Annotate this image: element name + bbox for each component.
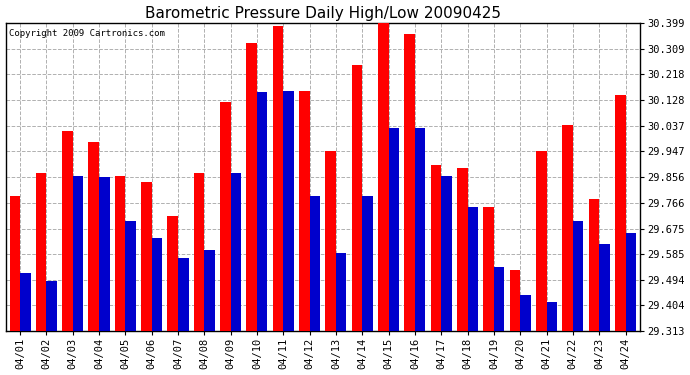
Bar: [562, 125, 573, 331]
Bar: [589, 199, 599, 331]
Bar: [431, 165, 441, 331]
Bar: [546, 302, 557, 331]
Bar: [388, 128, 399, 331]
Bar: [126, 222, 136, 331]
Bar: [194, 173, 204, 331]
Bar: [115, 176, 126, 331]
Bar: [273, 26, 284, 331]
Bar: [62, 130, 72, 331]
Bar: [152, 238, 162, 331]
Bar: [520, 295, 531, 331]
Bar: [230, 173, 241, 331]
Bar: [494, 267, 504, 331]
Bar: [36, 173, 46, 331]
Bar: [310, 196, 320, 331]
Bar: [573, 222, 584, 331]
Bar: [468, 207, 478, 331]
Bar: [457, 168, 468, 331]
Bar: [46, 281, 57, 331]
Bar: [20, 273, 30, 331]
Bar: [168, 216, 178, 331]
Bar: [141, 182, 152, 331]
Bar: [204, 250, 215, 331]
Bar: [404, 34, 415, 331]
Text: Copyright 2009 Cartronics.com: Copyright 2009 Cartronics.com: [9, 29, 165, 38]
Bar: [441, 176, 452, 331]
Bar: [10, 196, 20, 331]
Bar: [72, 176, 83, 331]
Bar: [257, 92, 268, 331]
Bar: [510, 270, 520, 331]
Bar: [99, 177, 110, 331]
Bar: [362, 196, 373, 331]
Bar: [378, 23, 388, 331]
Bar: [220, 102, 230, 331]
Bar: [88, 142, 99, 331]
Bar: [336, 253, 346, 331]
Bar: [615, 95, 626, 331]
Bar: [536, 150, 546, 331]
Bar: [178, 258, 188, 331]
Bar: [352, 65, 362, 331]
Bar: [246, 43, 257, 331]
Bar: [415, 128, 426, 331]
Title: Barometric Pressure Daily High/Low 20090425: Barometric Pressure Daily High/Low 20090…: [145, 6, 501, 21]
Bar: [284, 91, 294, 331]
Bar: [484, 207, 494, 331]
Bar: [299, 91, 310, 331]
Bar: [599, 244, 610, 331]
Bar: [626, 233, 636, 331]
Bar: [326, 150, 336, 331]
